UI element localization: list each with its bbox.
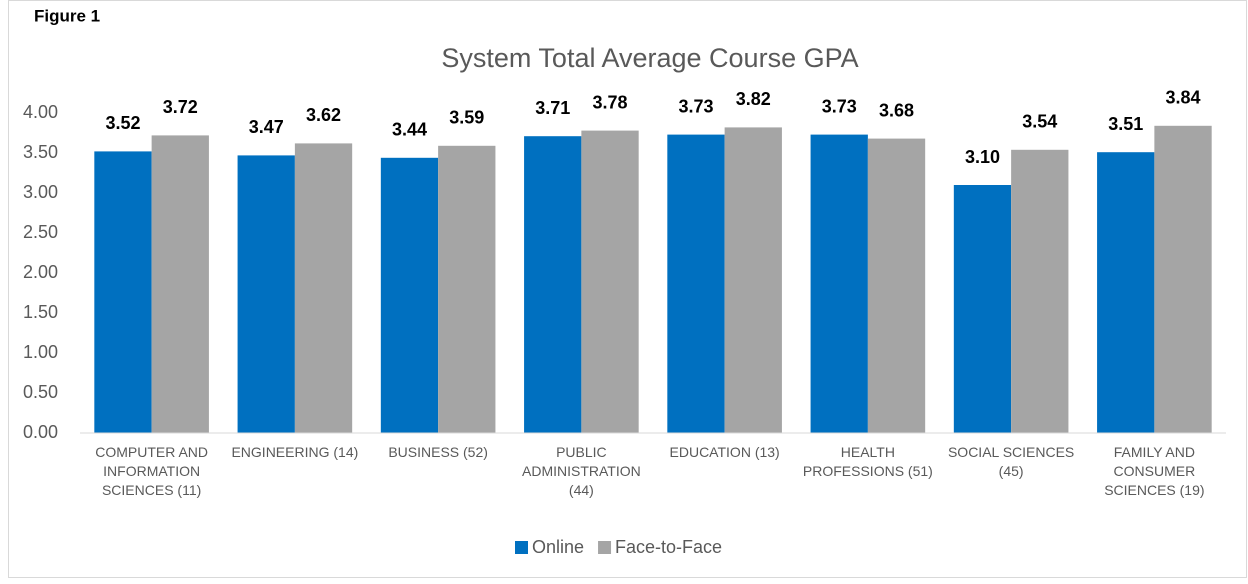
bar [438,145,496,434]
data-label: 3.59 [449,108,484,128]
y-tick-label: 2.00 [23,262,58,282]
bar [581,130,639,433]
data-label: 3.73 [822,96,857,116]
data-label: 3.68 [879,100,914,120]
legend-label: Face-to-Face [615,537,722,557]
x-tick-label-box: EDUCATION (13) [669,444,780,460]
data-label: 3.78 [593,92,628,112]
x-tick-label: PUBLIC ADMINISTRATION (44) [522,444,641,498]
data-label: 3.82 [736,89,771,109]
bar [1011,149,1069,434]
bar [524,136,582,433]
bar [237,155,295,433]
x-tick-label: HEALTH PROFESSIONS (51) [802,444,933,479]
bar [94,151,152,433]
x-tick-label: EDUCATION (13) [669,444,780,460]
y-tick-label: 4.00 [23,102,58,122]
data-label: 3.62 [306,105,341,125]
x-tick-label-box: FAMILY AND CONSUMER SCIENCES (19) [1104,444,1205,498]
x-tick-label-box: PUBLIC ADMINISTRATION (44) [522,444,641,498]
x-tick-label-box: ENGINEERING (14) [231,444,359,460]
bar [380,157,439,434]
bar [867,138,926,433]
x-tick-label-box: HEALTH PROFESSIONS (51) [802,444,933,479]
legend-label: Online [532,537,584,557]
bar [1154,125,1212,434]
x-tick-label: ENGINEERING (14) [231,444,359,460]
bar [151,135,209,433]
data-label: 3.10 [965,147,1000,167]
data-label: 3.73 [678,96,713,116]
y-tick-label: 0.50 [23,382,58,402]
bar [667,134,725,433]
data-label: 3.44 [392,120,427,140]
data-label: 3.72 [163,97,198,117]
legend-swatch [515,541,528,554]
x-tick-label-box: BUSINESS (52) [388,444,488,460]
y-tick-label: 3.50 [23,142,58,162]
x-tick-label-box: COMPUTER AND INFORMATION SCIENCES (11) [95,444,209,498]
bar [294,143,353,433]
bar [810,134,868,433]
bar [724,127,782,434]
data-label: 3.47 [249,117,284,137]
bar [953,185,1012,433]
x-tick-label: FAMILY AND CONSUMER SCIENCES (19) [1104,444,1205,498]
y-tick-label: 2.50 [23,222,58,242]
data-label: 3.71 [535,98,570,118]
x-tick-label-box: SOCIAL SCIENCES (45) [947,444,1075,479]
x-tick-label: COMPUTER AND INFORMATION SCIENCES (11) [95,444,209,498]
y-tick-label: 0.00 [23,422,58,442]
data-label: 3.52 [105,113,140,133]
data-label: 3.84 [1166,88,1201,108]
data-label: 3.51 [1108,114,1143,134]
x-tick-label: BUSINESS (52) [388,444,488,460]
x-tick-label: SOCIAL SCIENCES (45) [947,444,1075,479]
y-tick-label: 3.00 [23,182,58,202]
data-label: 3.54 [1022,112,1057,132]
legend-swatch [598,541,612,554]
chart-title: System Total Average Course GPA [441,43,858,73]
y-tick-label: 1.50 [23,302,58,322]
figure-label: Figure 1 [34,6,100,25]
y-tick-label: 1.00 [23,342,58,362]
bar [1097,152,1155,433]
